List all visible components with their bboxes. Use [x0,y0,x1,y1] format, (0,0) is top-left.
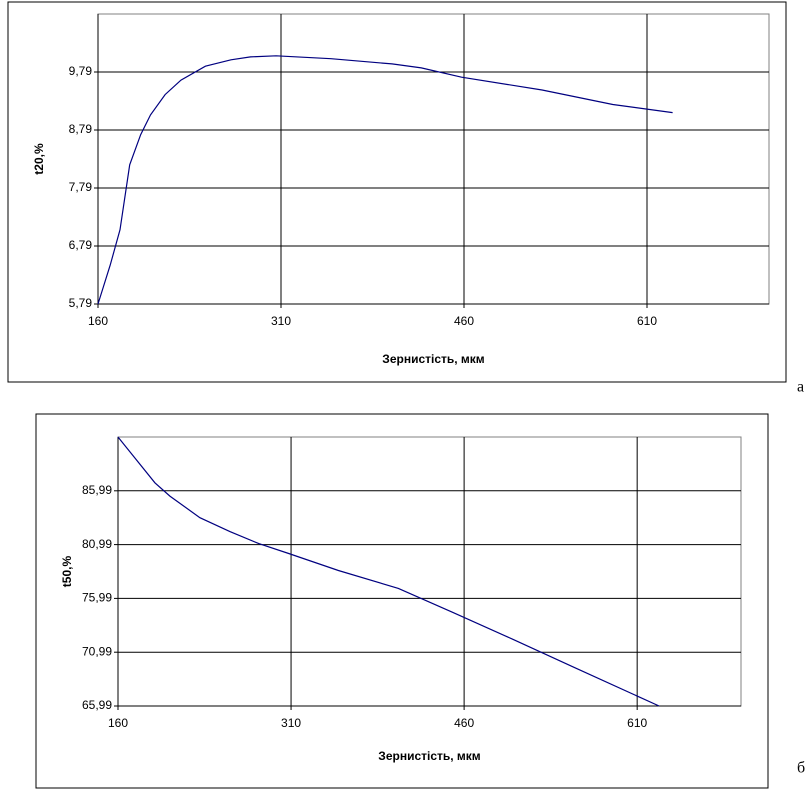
x-tick-label: 460 [454,716,474,730]
plot-area [117,436,742,707]
x-tick-label: 610 [627,716,647,730]
y-axis-title: t50,% [60,556,74,588]
y-tick-label: 9,79 [69,64,93,78]
y-tick-label: 75,99 [82,591,112,605]
x-tick-label: 160 [108,716,128,730]
y-tick-label: 80,99 [82,537,112,551]
x-axis-title: Зернистість, мкм [378,749,481,763]
y-tick-label: 65,99 [82,698,112,712]
y-tick-label: 70,99 [82,644,112,658]
y-tick-label: 6,79 [69,238,93,252]
x-axis-title: Зернистість, мкм [382,352,485,366]
x-tick-label: 610 [637,314,657,328]
y-tick-label: 8,79 [69,122,93,136]
y-tick-label: 5,79 [69,296,93,310]
x-tick-label: 310 [281,716,301,730]
panel-label: а [797,379,804,396]
y-axis-title: t20,% [32,143,46,175]
y-tick-label: 85,99 [82,483,112,497]
data-line [97,55,673,305]
x-tick-label: 310 [271,314,291,328]
plot-area [97,13,770,305]
y-tick-label: 7,79 [69,180,93,194]
x-tick-label: 460 [454,314,474,328]
panel-label: б [797,760,805,777]
data-line [117,436,660,707]
x-tick-label: 160 [88,314,108,328]
